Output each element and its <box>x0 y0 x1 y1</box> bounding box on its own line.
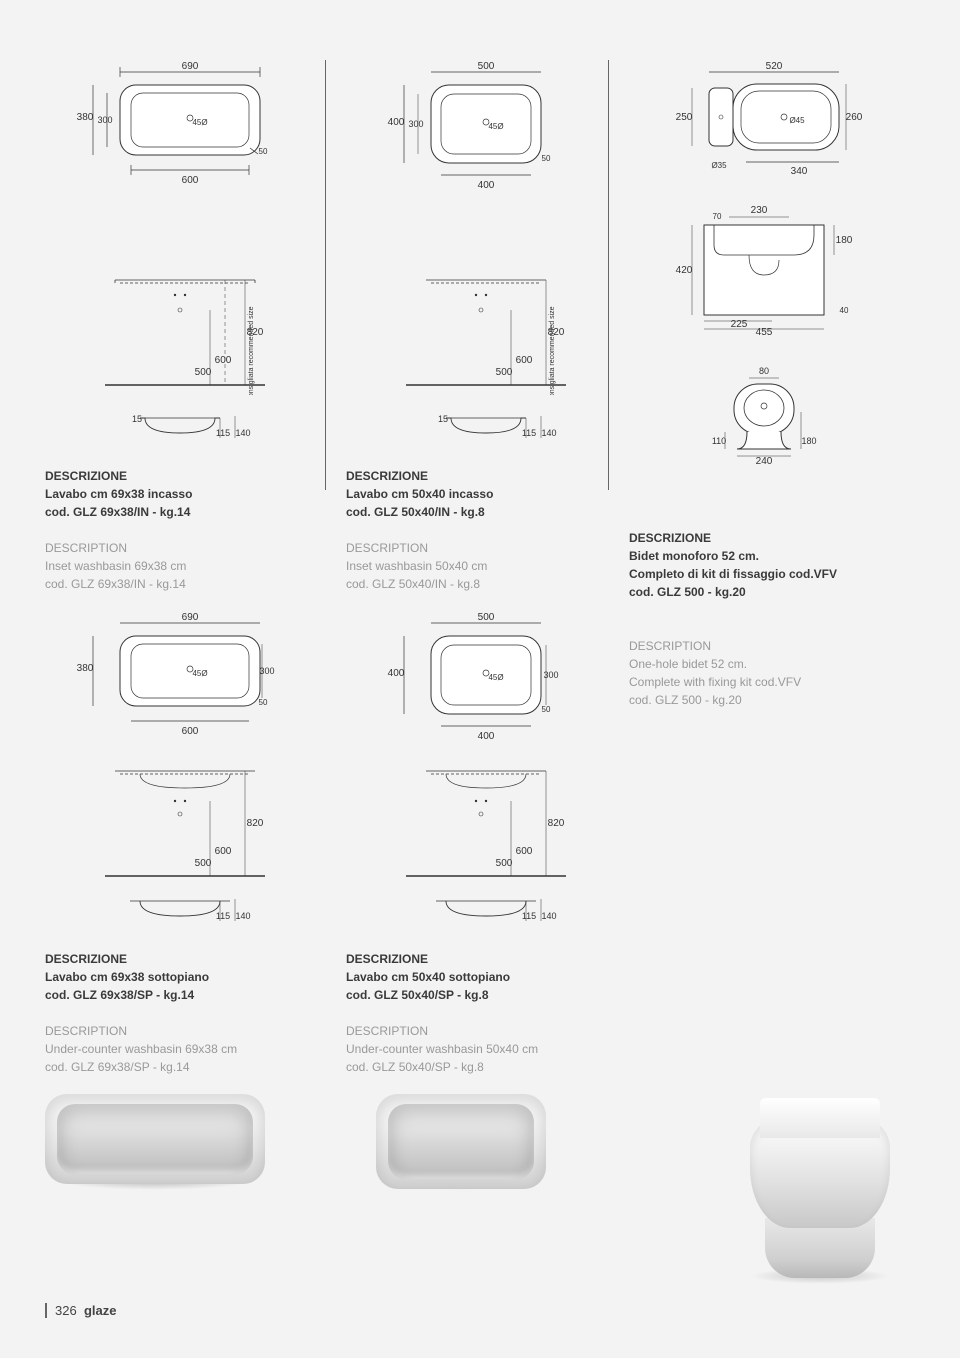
svg-text:40: 40 <box>840 306 849 315</box>
svg-text:600: 600 <box>516 355 533 366</box>
svg-text:300: 300 <box>408 119 423 129</box>
svg-text:Ø35: Ø35 <box>711 161 727 170</box>
svg-text:115: 115 <box>522 428 536 438</box>
plan-50x40-sp: 500 45Ø 400 300 400 50 <box>346 611 607 746</box>
desc-69x38-in: DESCRIZIONE Lavabo cm 69x38 incasso cod.… <box>45 467 305 593</box>
svg-text:455: 455 <box>756 327 773 335</box>
svg-text:400: 400 <box>388 117 405 128</box>
svg-text:500: 500 <box>496 367 513 378</box>
svg-text:690: 690 <box>182 612 199 623</box>
product-photo-basin-69x38 <box>45 1094 265 1194</box>
svg-text:115: 115 <box>522 911 536 921</box>
svg-text:820: 820 <box>247 818 264 829</box>
svg-text:400: 400 <box>478 180 495 190</box>
bidet-plan: 520 Ø45 250 260 340 Ø35 <box>629 60 913 185</box>
product-photo-basin-50x40 <box>376 1094 546 1194</box>
svg-text:260: 260 <box>846 112 863 123</box>
side-69x38-sp: 500 600 820 <box>45 756 325 891</box>
svg-text:115: 115 <box>216 911 230 921</box>
dim-45o: 45Ø <box>192 118 207 127</box>
svg-text:820: 820 <box>548 818 565 829</box>
svg-text:500: 500 <box>496 858 513 869</box>
svg-text:Misura consigliata recommended: Misura consigliata recommended size <box>248 306 255 395</box>
side-50x40-sp: 500 600 820 <box>346 756 607 891</box>
section-69x38-in: 15 115 140 <box>45 408 325 453</box>
svg-text:45Ø: 45Ø <box>488 673 503 682</box>
svg-text:140: 140 <box>541 911 556 921</box>
section-50x40-in: 15 115 140 <box>346 408 607 453</box>
svg-text:15: 15 <box>132 414 142 424</box>
svg-text:Ø45: Ø45 <box>789 116 805 125</box>
svg-text:70: 70 <box>713 212 722 221</box>
svg-text:50: 50 <box>542 154 551 163</box>
svg-text:600: 600 <box>516 846 533 857</box>
svg-text:400: 400 <box>388 668 405 679</box>
svg-text:45Ø: 45Ø <box>488 122 503 131</box>
svg-text:300: 300 <box>543 670 558 680</box>
svg-text:250: 250 <box>676 112 693 123</box>
svg-text:300: 300 <box>259 666 274 676</box>
svg-text:50: 50 <box>259 147 268 156</box>
plan-69x38-sp: 690 45Ø 380 300 600 50 <box>45 611 325 746</box>
svg-text:500: 500 <box>195 858 212 869</box>
svg-text:180: 180 <box>836 235 853 246</box>
plan-69x38-in: 690 45Ø 380 300 600 50 <box>45 60 325 195</box>
svg-text:300: 300 <box>97 115 112 125</box>
svg-text:520: 520 <box>766 61 783 72</box>
product-photo-bidet <box>730 1088 910 1278</box>
svg-text:600: 600 <box>182 175 199 186</box>
bidet-front: 80 110 180 240 <box>629 364 913 479</box>
svg-text:Misura consigliata recommended: Misura consigliata recommended size <box>549 306 556 395</box>
svg-text:500: 500 <box>478 61 495 72</box>
svg-text:110: 110 <box>712 436 726 446</box>
side-69x38-in: 500 600 820 Misura consigliata recommend… <box>45 265 325 400</box>
svg-text:400: 400 <box>478 731 495 741</box>
svg-text:140: 140 <box>235 911 250 921</box>
desc-bidet: DESCRIZIONE Bidet monoforo 52 cm. Comple… <box>629 529 889 709</box>
svg-text:140: 140 <box>541 428 556 438</box>
svg-text:80: 80 <box>759 366 769 376</box>
svg-text:50: 50 <box>259 698 268 707</box>
desc-50x40-in: DESCRIZIONE Lavabo cm 50x40 incasso cod.… <box>346 467 606 593</box>
dim-690: 690 <box>182 61 199 72</box>
page-footer: 326 glaze <box>45 1303 116 1318</box>
svg-text:225: 225 <box>731 319 748 330</box>
brand-name: glaze <box>84 1303 117 1318</box>
svg-text:420: 420 <box>676 265 693 276</box>
svg-text:500: 500 <box>478 612 495 623</box>
svg-text:115: 115 <box>216 428 230 438</box>
desc-50x40-sp: DESCRIZIONE Lavabo cm 50x40 sottopiano c… <box>346 950 606 1076</box>
section-69x38-sp: 115 140 <box>45 891 325 936</box>
svg-text:380: 380 <box>77 112 94 123</box>
svg-text:600: 600 <box>215 355 232 366</box>
svg-text:45Ø: 45Ø <box>192 669 207 678</box>
svg-text:50: 50 <box>542 705 551 714</box>
svg-text:600: 600 <box>182 726 199 737</box>
svg-text:500: 500 <box>195 367 212 378</box>
side-50x40-in: 500 600 820 Misura consigliata recommend… <box>346 265 607 400</box>
svg-text:340: 340 <box>791 166 808 177</box>
svg-text:180: 180 <box>801 436 816 446</box>
plan-50x40-in: 500 45Ø 400 300 400 50 <box>346 60 607 195</box>
page-number: 326 <box>55 1303 77 1318</box>
svg-text:15: 15 <box>438 414 448 424</box>
section-50x40-sp: 115 140 <box>346 891 607 936</box>
bidet-side: 230 70 420 180 40 225 455 <box>629 195 913 340</box>
desc-69x38-sp: DESCRIZIONE Lavabo cm 69x38 sottopiano c… <box>45 950 305 1076</box>
svg-text:380: 380 <box>77 663 94 674</box>
svg-text:140: 140 <box>235 428 250 438</box>
svg-text:240: 240 <box>756 456 773 467</box>
svg-text:600: 600 <box>215 846 232 857</box>
svg-text:230: 230 <box>751 205 768 216</box>
